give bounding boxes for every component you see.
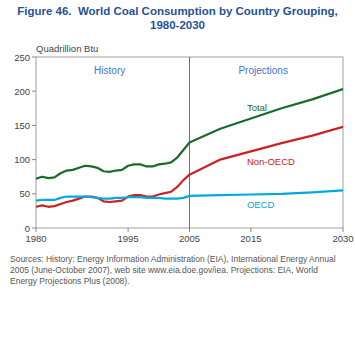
y-tick-label: 200 [14,86,30,97]
y-tick-label: 150 [14,120,30,131]
chart: Figure 46. World Coal Consumption by Cou… [0,0,355,358]
series-line [36,190,343,200]
x-tick [189,228,190,232]
text-line: 1980-2030 [150,19,205,31]
x-tick [36,228,37,232]
series-line [36,89,343,179]
y-tick-label: 250 [14,52,30,63]
plot-frame [36,57,343,228]
y-tick-label: 50 [19,188,30,199]
source-note: Sources: History: Energy Information Adm… [10,254,336,286]
y-tick [32,91,36,92]
y-tick [32,159,36,160]
series-label: Total [247,102,267,113]
title: Figure 46. World Coal Consumption by Cou… [17,5,338,31]
text-line: 2005 (June-October 2007), web site www.e… [10,265,318,275]
x-tick-label: 1995 [118,233,139,244]
y-tick [32,228,36,229]
series-label: Non-OECD [247,156,295,167]
text-line: Figure 46. World Coal Consumption by Cou… [17,5,338,17]
x-tick-label: 1980 [25,233,46,244]
y-tick [32,57,36,58]
y-axis-label: Quadrillion Btu [36,43,98,54]
y-tick [32,193,36,194]
y-tick-label: 100 [14,154,30,165]
x-tick [128,228,129,232]
series-line [36,127,343,207]
x-tick-label: 2030 [332,233,353,244]
annotation: Projections [238,65,287,76]
text-line: Sources: History: Energy Information Adm… [10,254,336,264]
text-line: Energy Projections Plus (2008). [10,276,130,286]
y-tick-label: 0 [25,223,30,234]
x-tick-label: 2015 [240,233,261,244]
plot-area [36,57,343,228]
x-tick-label: 2005 [179,233,200,244]
y-tick [32,125,36,126]
annotation: History [94,65,125,76]
x-tick [250,228,251,232]
x-tick [343,228,344,232]
series-label: OECD [247,199,275,210]
